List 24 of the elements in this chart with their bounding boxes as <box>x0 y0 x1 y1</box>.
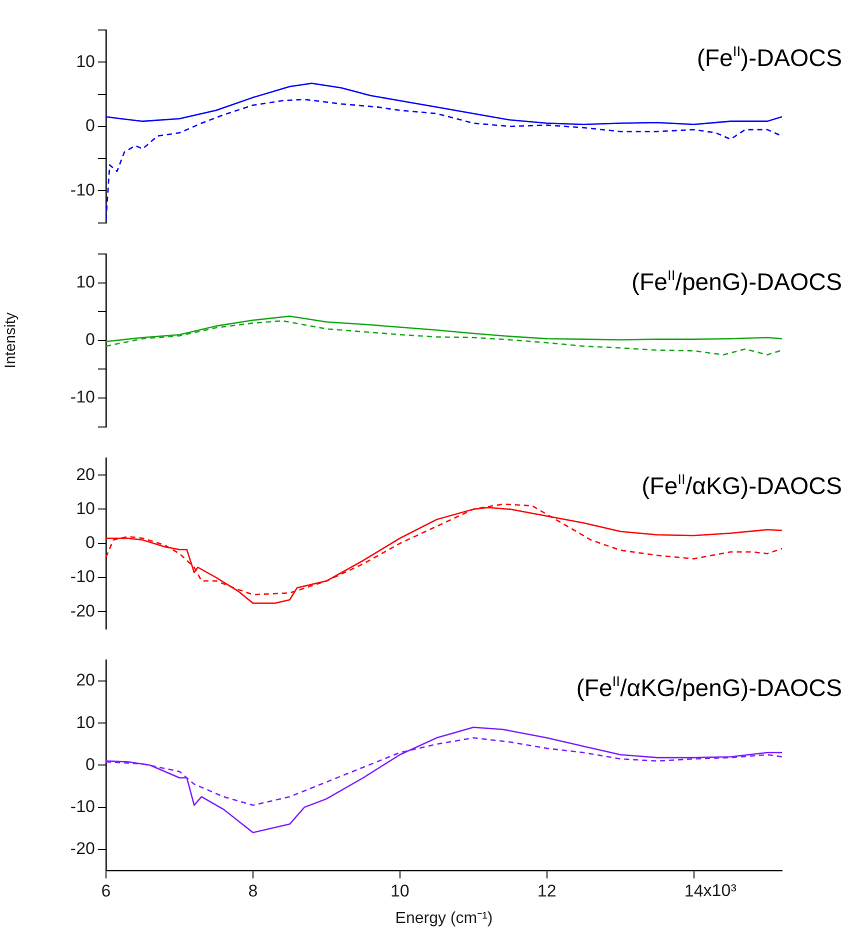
x-tick-label: 6 <box>101 881 111 900</box>
y-tick-label: -20 <box>70 839 95 858</box>
x-tick-label: 12 <box>537 881 556 900</box>
y-tick-label: 0 <box>86 330 95 350</box>
y-tick-label: 10 <box>76 272 95 292</box>
y-tick-label: 10 <box>76 52 95 71</box>
y-tick-label: 10 <box>76 498 95 518</box>
y-tick-label: 0 <box>86 754 95 774</box>
text: x10³ <box>703 881 737 900</box>
x-axis-title: Energy (cm⁻¹) <box>395 910 493 927</box>
y-tick-label: 20 <box>76 464 95 484</box>
y-tick-label: 0 <box>86 533 95 552</box>
x-tick-label: 8 <box>248 881 258 900</box>
y-tick-label: 0 <box>86 116 95 136</box>
y-tick-label: -10 <box>70 567 95 586</box>
y-tick-label: -20 <box>70 601 95 620</box>
y-tick-label: 10 <box>76 712 95 732</box>
x-tick-label: 14 <box>684 881 704 900</box>
x-tick-label: 10 <box>390 881 410 900</box>
y-tick-label: 20 <box>76 670 95 690</box>
y-tick-label: -10 <box>70 796 95 816</box>
y-tick-label: -10 <box>70 388 95 407</box>
y-axis-title: Intensity <box>2 312 20 368</box>
y-tick-label: -10 <box>70 180 95 200</box>
